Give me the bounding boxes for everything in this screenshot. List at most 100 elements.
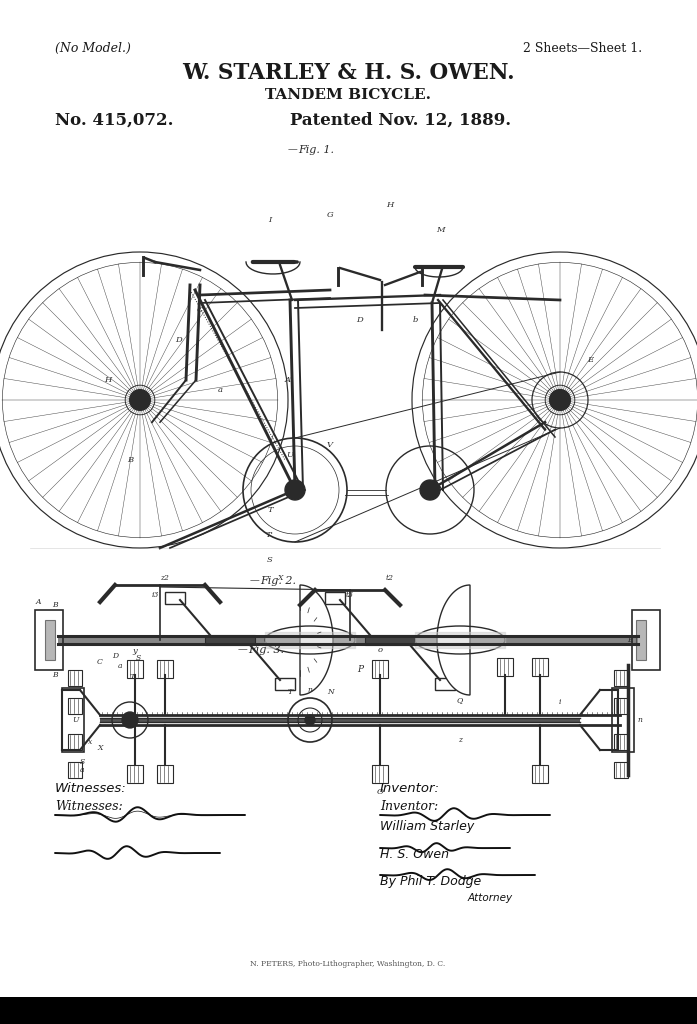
Circle shape: [420, 480, 440, 500]
Circle shape: [285, 480, 305, 500]
Text: C: C: [197, 306, 204, 314]
Text: N. PETERS, Photo-Lithographer, Washington, D. C.: N. PETERS, Photo-Lithographer, Washingto…: [250, 961, 445, 968]
Text: n: n: [307, 686, 312, 694]
Text: Attorney: Attorney: [468, 893, 512, 903]
Text: Inventor:: Inventor:: [380, 782, 440, 795]
Text: S: S: [135, 654, 141, 662]
Text: o: o: [378, 646, 383, 654]
Polygon shape: [437, 585, 470, 695]
Text: i3: i3: [151, 591, 159, 599]
Bar: [532, 658, 548, 676]
Bar: [612, 688, 634, 752]
Text: E: E: [627, 636, 633, 644]
Text: —: —: [288, 145, 298, 154]
Text: x: x: [88, 738, 92, 746]
Bar: [614, 698, 628, 714]
Circle shape: [550, 390, 570, 411]
Text: Inventor:: Inventor:: [380, 800, 438, 813]
Text: N: N: [327, 688, 333, 696]
Text: i: i: [559, 698, 561, 706]
Bar: [372, 660, 388, 678]
Text: C: C: [97, 658, 103, 666]
Text: W. STARLEY & H. S. OWEN.: W. STARLEY & H. S. OWEN.: [182, 62, 514, 84]
Bar: [68, 670, 82, 686]
Text: B: B: [52, 671, 58, 679]
Text: By Phil T. Dodge: By Phil T. Dodge: [380, 874, 481, 888]
Bar: [68, 698, 82, 714]
Text: I: I: [268, 216, 272, 224]
Text: No. 415,072.: No. 415,072.: [55, 112, 174, 129]
Bar: [127, 765, 143, 783]
Bar: [632, 610, 660, 670]
Text: T': T': [266, 531, 274, 539]
Bar: [35, 610, 63, 670]
Text: S: S: [79, 758, 84, 766]
Text: —: —: [250, 575, 260, 585]
Bar: [205, 635, 255, 645]
Text: S: S: [267, 556, 273, 564]
Text: T: T: [130, 673, 135, 681]
Text: TANDEM BICYCLE.: TANDEM BICYCLE.: [265, 88, 431, 102]
Bar: [372, 765, 388, 783]
Text: T: T: [267, 506, 273, 514]
Text: Fig. 1.: Fig. 1.: [298, 145, 334, 155]
Bar: [100, 718, 580, 722]
Text: n: n: [638, 716, 643, 724]
Text: X: X: [98, 744, 102, 752]
Text: B: B: [52, 601, 58, 609]
Bar: [68, 762, 82, 778]
Text: 2 Sheets—Sheet 1.: 2 Sheets—Sheet 1.: [523, 42, 642, 55]
Text: V: V: [327, 441, 333, 449]
Bar: [62, 688, 84, 752]
Text: a: a: [79, 766, 84, 774]
Text: William Starley: William Starley: [380, 820, 474, 833]
Text: U: U: [72, 716, 78, 724]
Text: H. S. Owen: H. S. Owen: [380, 848, 449, 861]
Text: t3: t3: [346, 591, 354, 599]
Text: G: G: [327, 211, 333, 219]
Bar: [165, 592, 185, 604]
Text: A: A: [36, 598, 40, 606]
Text: P: P: [357, 665, 363, 674]
Text: T: T: [287, 688, 293, 696]
Text: Fig. 3.: Fig. 3.: [248, 645, 284, 655]
Circle shape: [122, 712, 138, 728]
Bar: [532, 765, 548, 783]
Text: A': A': [285, 376, 293, 384]
Text: Witnesses:: Witnesses:: [55, 800, 123, 813]
Text: b: b: [413, 316, 418, 324]
Text: U: U: [286, 451, 293, 459]
Bar: [365, 635, 415, 645]
Text: t2: t2: [386, 574, 394, 582]
Bar: [497, 658, 513, 676]
Text: Witnesses:: Witnesses:: [55, 782, 127, 795]
Text: D: D: [175, 336, 182, 344]
Bar: [68, 734, 82, 750]
Text: Q: Q: [457, 696, 463, 705]
Text: B: B: [127, 456, 133, 464]
Bar: [275, 678, 295, 690]
Bar: [157, 765, 173, 783]
Text: y: y: [132, 647, 137, 655]
Circle shape: [550, 390, 570, 410]
Text: X: X: [277, 574, 283, 582]
Text: a: a: [118, 662, 122, 670]
Bar: [325, 592, 345, 604]
Bar: [0, 997, 697, 1024]
Text: Patented Nov. 12, 1889.: Patented Nov. 12, 1889.: [290, 112, 511, 129]
Text: O: O: [376, 788, 383, 796]
Bar: [614, 762, 628, 778]
Text: D: D: [357, 316, 363, 324]
Text: E: E: [587, 356, 593, 364]
Circle shape: [130, 390, 151, 411]
Bar: [614, 734, 628, 750]
Text: H: H: [105, 376, 112, 384]
Polygon shape: [300, 585, 333, 695]
Text: H: H: [386, 201, 394, 209]
Text: M: M: [436, 226, 444, 234]
Text: D: D: [112, 652, 118, 660]
Text: —: —: [238, 645, 247, 654]
Text: (No Model.): (No Model.): [55, 42, 131, 55]
Circle shape: [305, 715, 315, 725]
Bar: [614, 670, 628, 686]
